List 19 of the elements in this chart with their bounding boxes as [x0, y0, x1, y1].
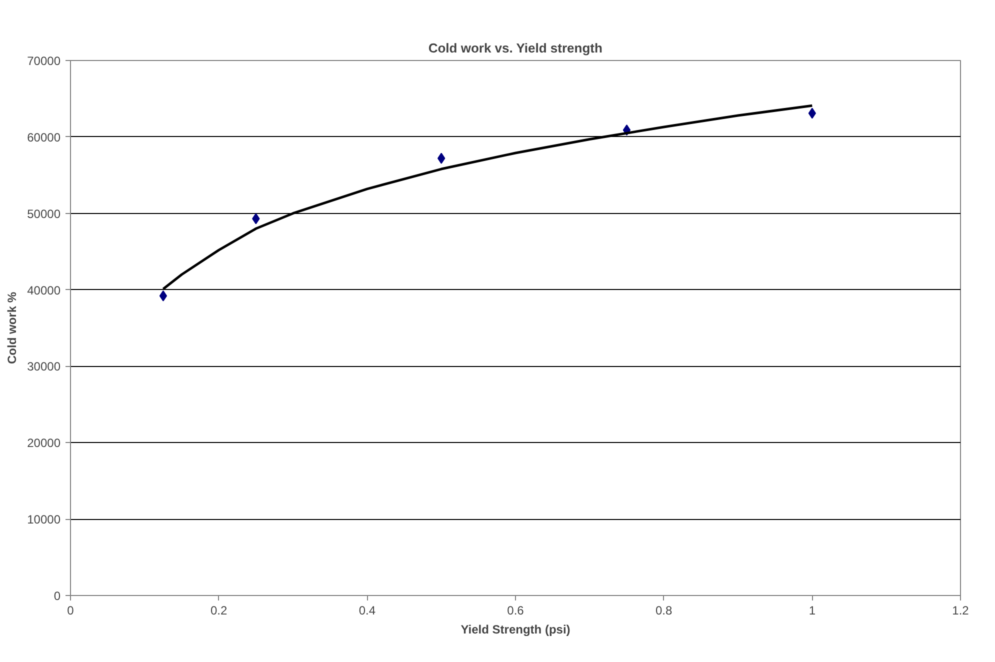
- y-tick-label: 50000: [27, 206, 61, 221]
- y-tick-label: 60000: [27, 130, 61, 144]
- x-tick-label: 0.4: [358, 604, 376, 618]
- y-tick-label: 70000: [27, 54, 61, 68]
- y-tick-label: 20000: [27, 436, 61, 450]
- x-tick-label: 0.8: [655, 604, 672, 618]
- point: [159, 290, 168, 302]
- chart-title: Cold work vs. Yield strength: [428, 40, 602, 56]
- y-tick-label: 40000: [27, 283, 61, 298]
- x-tick-label: 0.2: [210, 604, 228, 618]
- y-tick-label: 0: [54, 589, 61, 603]
- x-tick-label: 1: [808, 604, 816, 618]
- x-tick-label: 0: [67, 604, 74, 618]
- x-tick-label: 0.6: [507, 604, 524, 618]
- x-axis-title: Yield Strength (psi): [460, 622, 570, 636]
- y-axis-title: Cold work %: [5, 292, 20, 364]
- x-tick-label: 1.2: [952, 604, 970, 618]
- y-tick-label: 30000: [27, 360, 61, 374]
- y-tick-label: 10000: [27, 512, 61, 527]
